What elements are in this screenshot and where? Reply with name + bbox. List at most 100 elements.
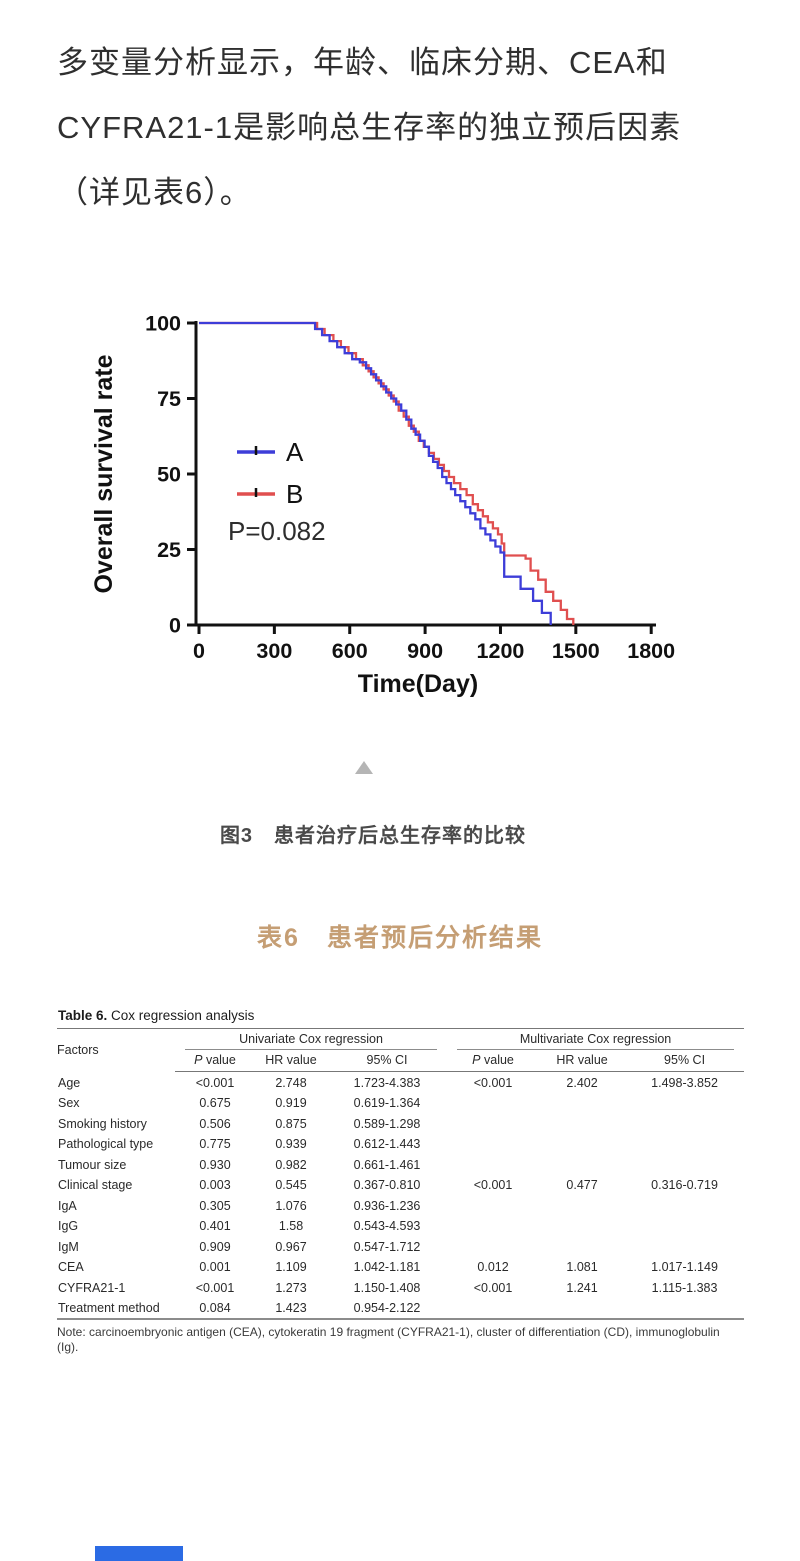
factor-cell: IgM xyxy=(58,1239,79,1254)
sub-header-95-ci: 95% CI xyxy=(625,1050,745,1072)
value-cell: 0.401 xyxy=(199,1219,231,1234)
value-cell: 1.423 xyxy=(255,1297,327,1320)
value-cell: 0.612-1.443 xyxy=(353,1137,421,1152)
value-cell xyxy=(625,1236,744,1257)
factor-cell: CEA xyxy=(58,1260,84,1275)
group-header-label: Univariate Cox regression xyxy=(185,1029,438,1050)
value-cell: 0.506 xyxy=(199,1116,231,1131)
x-axis-title: Time(Day) xyxy=(358,670,478,698)
value-cell: 0.936-1.236 xyxy=(353,1198,421,1213)
table-row: Smoking history 0.506 0.875 0.589-1.298 xyxy=(57,1113,744,1134)
group-header-univariate: Univariate Cox regression xyxy=(175,1028,448,1050)
value-cell: <0.001 xyxy=(195,1280,235,1295)
value-cell: 1.081 xyxy=(566,1260,598,1275)
factor-cell: Pathological type xyxy=(58,1137,154,1152)
value-cell: 0.661-1.461 xyxy=(353,1157,421,1172)
table-row: IgA 0.305 1.076 0.936-1.236 xyxy=(57,1195,744,1216)
value-cell xyxy=(447,1134,539,1155)
y-tick-label: 75 xyxy=(157,387,181,411)
sub-header-95-ci: 95% CI xyxy=(327,1050,448,1072)
legend-label-B: B xyxy=(286,479,303,509)
value-cell: 1.115-1.383 xyxy=(651,1280,718,1295)
value-cell xyxy=(539,1134,625,1155)
x-tick-label: 600 xyxy=(332,639,368,663)
factor-cell: Smoking history xyxy=(58,1116,147,1131)
value-cell: <0.001 xyxy=(195,1075,235,1090)
value-cell: 0.547-1.712 xyxy=(353,1239,421,1254)
x-tick-label: 300 xyxy=(256,639,292,663)
value-cell xyxy=(625,1297,745,1320)
value-cell: 0.619-1.364 xyxy=(353,1096,421,1111)
value-cell: 0.084 xyxy=(175,1297,255,1320)
value-cell: 0.316-0.719 xyxy=(651,1178,718,1193)
value-cell: 0.875 xyxy=(275,1116,307,1131)
table-row: Treatment method 0.084 1.423 0.954-2.122 xyxy=(57,1297,745,1320)
table-row: CEA 0.001 1.109 1.042-1.181 0.012 1.081 1.017-… xyxy=(57,1257,744,1278)
value-cell xyxy=(539,1297,626,1320)
table-row: IgM 0.909 0.967 0.547-1.712 xyxy=(57,1236,744,1257)
x-tick-label: 900 xyxy=(407,639,443,663)
value-cell xyxy=(539,1236,625,1257)
factor-cell: Age xyxy=(58,1075,81,1090)
x-tick-label: 1200 xyxy=(477,639,525,663)
value-cell xyxy=(539,1113,625,1134)
value-cell xyxy=(625,1195,744,1216)
triangle-up-icon[interactable] xyxy=(355,761,373,774)
survival-chart: 0 300 600 900 1200 1500 1800 0 25 50 75 100 Time(Day… xyxy=(0,290,800,720)
value-cell: 1.58 xyxy=(278,1219,304,1234)
km-curve-B xyxy=(199,321,575,625)
value-cell xyxy=(625,1093,744,1114)
factor-cell: IgA xyxy=(58,1198,77,1213)
paragraph-line: 多变量分析显示，年龄、临床分期、CEA和 xyxy=(57,45,668,80)
value-cell: 0.589-1.298 xyxy=(353,1116,421,1131)
factor-cell: Treatment method xyxy=(57,1297,175,1320)
legend-label-A: A xyxy=(286,437,304,467)
value-cell: 2.748 xyxy=(275,1075,307,1090)
sub-header-p-value: P value xyxy=(447,1050,540,1072)
value-cell: <0.001 xyxy=(473,1280,513,1295)
value-cell: 0.367-0.810 xyxy=(353,1178,421,1193)
km-curve-A xyxy=(199,321,552,625)
p-value-annotation: P=0.082 xyxy=(228,516,326,546)
value-cell: 2.402 xyxy=(566,1075,598,1090)
body-paragraph: 多变量分析显示，年龄、临床分期、CEA和 CYFRA21-1是影响总生存率的独立… xyxy=(57,30,757,225)
value-cell: <0.001 xyxy=(473,1075,513,1090)
value-cell: 0.001 xyxy=(199,1260,231,1275)
value-cell: 0.967 xyxy=(275,1239,307,1254)
value-cell: 1.723-4.383 xyxy=(353,1075,421,1090)
table-title: Table 6. Cox regression analysis xyxy=(58,1008,744,1023)
col-header-factors: Factors xyxy=(57,1028,175,1072)
paragraph-line: CYFRA21-1是影响总生存率的独立预后因素 xyxy=(57,110,682,145)
value-cell: 0.919 xyxy=(275,1096,307,1111)
value-cell: 0.675 xyxy=(199,1096,231,1111)
group-header-multivariate: Multivariate Cox regression xyxy=(447,1028,745,1050)
value-cell: 0.954-2.122 xyxy=(327,1297,448,1320)
table-row: Clinical stage 0.003 0.545 0.367-0.810 <0.00… xyxy=(57,1175,744,1196)
value-cell: 0.939 xyxy=(275,1137,307,1152)
value-cell: 1.017-1.149 xyxy=(651,1260,718,1275)
cox-table-block: Table 6. Cox regression analysis Factors… xyxy=(57,1008,745,1355)
value-cell: 0.477 xyxy=(566,1178,598,1193)
value-cell xyxy=(447,1093,539,1114)
value-cell xyxy=(539,1195,625,1216)
value-cell: <0.001 xyxy=(473,1178,513,1193)
cox-regression-table: Factors Univariate Cox regression Multiv… xyxy=(57,1028,745,1320)
value-cell xyxy=(539,1154,625,1175)
y-axis-title: Overall survival rate xyxy=(90,354,118,593)
value-cell: 0.545 xyxy=(275,1178,307,1193)
value-cell: 1.241 xyxy=(566,1280,598,1295)
value-cell xyxy=(447,1216,539,1237)
paragraph-line: （详见表6）。 xyxy=(57,175,252,210)
value-cell xyxy=(447,1113,539,1134)
table-row: CYFRA21-1 <0.001 1.273 1.150-1.408 <0.001 1.2… xyxy=(57,1277,744,1298)
value-cell xyxy=(447,1154,539,1175)
table-row: Sex 0.675 0.919 0.619-1.364 xyxy=(57,1093,744,1114)
value-cell: 1.109 xyxy=(275,1260,307,1275)
table-title-bold: Table 6. xyxy=(58,1008,108,1023)
y-tick-label: 50 xyxy=(157,463,181,487)
value-cell: 0.003 xyxy=(199,1178,231,1193)
value-cell: 0.305 xyxy=(199,1198,231,1213)
y-tick-label: 0 xyxy=(169,614,181,638)
value-cell: 0.012 xyxy=(477,1260,509,1275)
